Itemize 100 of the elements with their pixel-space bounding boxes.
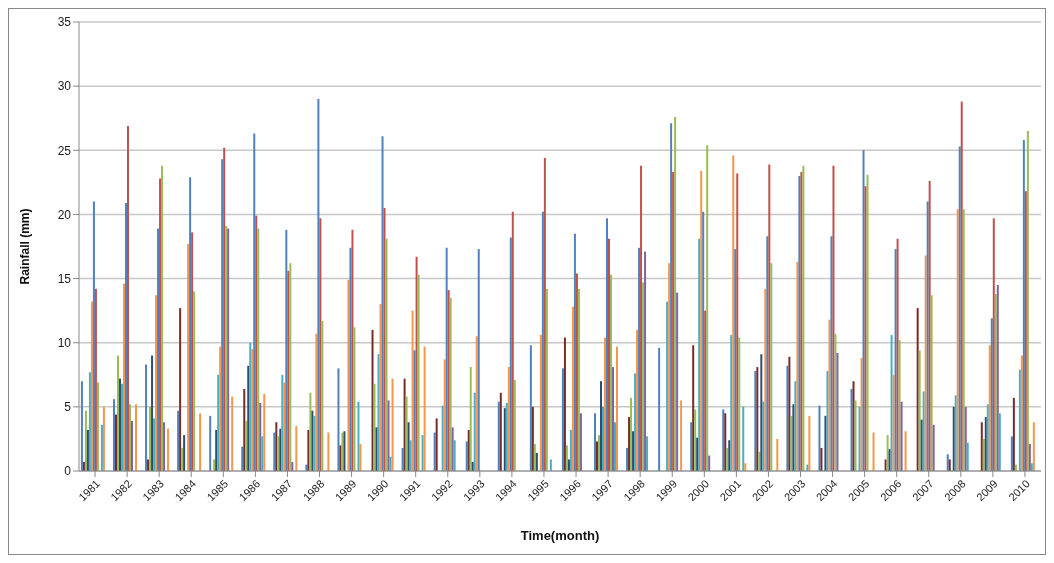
bar bbox=[507, 367, 510, 471]
bar bbox=[561, 368, 564, 471]
bar bbox=[792, 404, 795, 471]
bar bbox=[128, 404, 131, 471]
bar bbox=[668, 263, 671, 471]
bar bbox=[824, 415, 827, 471]
bar bbox=[417, 274, 420, 471]
bar bbox=[255, 215, 258, 471]
bar bbox=[864, 186, 867, 471]
bar bbox=[259, 403, 262, 471]
bar bbox=[706, 145, 709, 471]
bar bbox=[768, 164, 771, 471]
bar bbox=[956, 209, 959, 471]
bar bbox=[1018, 369, 1021, 471]
bar bbox=[982, 438, 985, 471]
bar bbox=[163, 422, 166, 471]
bar bbox=[134, 404, 137, 471]
bar bbox=[531, 406, 534, 471]
bar bbox=[389, 456, 392, 471]
bar bbox=[642, 282, 645, 471]
bar bbox=[88, 372, 91, 471]
bar bbox=[90, 301, 93, 471]
bar bbox=[850, 388, 853, 471]
bar bbox=[120, 383, 123, 471]
bar bbox=[411, 310, 414, 471]
bar bbox=[690, 422, 693, 471]
bar bbox=[932, 424, 935, 471]
bar bbox=[818, 405, 821, 471]
bar bbox=[447, 290, 450, 471]
bar bbox=[1020, 355, 1023, 471]
bar bbox=[704, 310, 707, 471]
y-tick-label: 35 bbox=[57, 15, 72, 30]
bar bbox=[601, 406, 604, 471]
bar bbox=[124, 202, 127, 471]
bar bbox=[760, 354, 763, 471]
bar bbox=[613, 422, 616, 471]
bar bbox=[593, 413, 596, 471]
bar bbox=[565, 445, 568, 471]
bar bbox=[337, 368, 340, 471]
bar bbox=[575, 273, 578, 471]
bar bbox=[615, 346, 618, 471]
bar bbox=[155, 295, 158, 471]
bar bbox=[1032, 422, 1035, 471]
bar bbox=[287, 270, 290, 471]
bar bbox=[1030, 463, 1033, 471]
bar bbox=[347, 279, 350, 471]
bar bbox=[435, 418, 438, 471]
bar bbox=[453, 440, 456, 471]
bar bbox=[599, 381, 602, 471]
bar bbox=[958, 146, 961, 471]
bar bbox=[980, 422, 983, 471]
bar bbox=[279, 428, 282, 471]
bar bbox=[247, 365, 250, 471]
bar bbox=[327, 432, 330, 471]
bar bbox=[213, 459, 216, 471]
bar bbox=[473, 392, 476, 471]
bar bbox=[130, 420, 133, 471]
bar bbox=[896, 238, 899, 471]
bar bbox=[854, 400, 857, 471]
bar bbox=[802, 165, 805, 471]
bar bbox=[960, 101, 963, 471]
bar bbox=[966, 442, 969, 471]
bar bbox=[611, 367, 614, 471]
bar bbox=[199, 413, 202, 471]
bar bbox=[964, 406, 967, 471]
bar bbox=[315, 333, 318, 471]
bar bbox=[672, 172, 675, 471]
bar bbox=[796, 261, 799, 471]
bar bbox=[183, 435, 186, 471]
bar bbox=[948, 459, 951, 471]
bar bbox=[852, 381, 855, 471]
bar bbox=[273, 432, 276, 471]
bar bbox=[167, 428, 170, 471]
bar bbox=[820, 447, 823, 471]
bar bbox=[736, 173, 739, 471]
bar bbox=[349, 247, 352, 471]
bar bbox=[407, 422, 410, 471]
bar bbox=[571, 306, 574, 471]
bar bbox=[499, 392, 502, 471]
bar bbox=[359, 444, 362, 471]
bar bbox=[405, 396, 408, 471]
bar bbox=[114, 414, 117, 471]
bar bbox=[96, 382, 99, 471]
bar bbox=[890, 335, 893, 471]
bar bbox=[988, 345, 991, 471]
bar bbox=[423, 346, 426, 471]
bar bbox=[916, 308, 919, 471]
bar bbox=[221, 159, 224, 471]
bar bbox=[770, 263, 773, 471]
bar bbox=[383, 208, 386, 471]
bar bbox=[251, 349, 254, 471]
bar bbox=[415, 256, 418, 471]
bar bbox=[984, 417, 987, 471]
bar bbox=[339, 445, 342, 471]
bar bbox=[605, 218, 608, 471]
bar bbox=[94, 288, 97, 471]
bar bbox=[646, 436, 649, 471]
bar bbox=[277, 436, 280, 471]
bar bbox=[381, 136, 384, 471]
bar bbox=[391, 378, 394, 471]
